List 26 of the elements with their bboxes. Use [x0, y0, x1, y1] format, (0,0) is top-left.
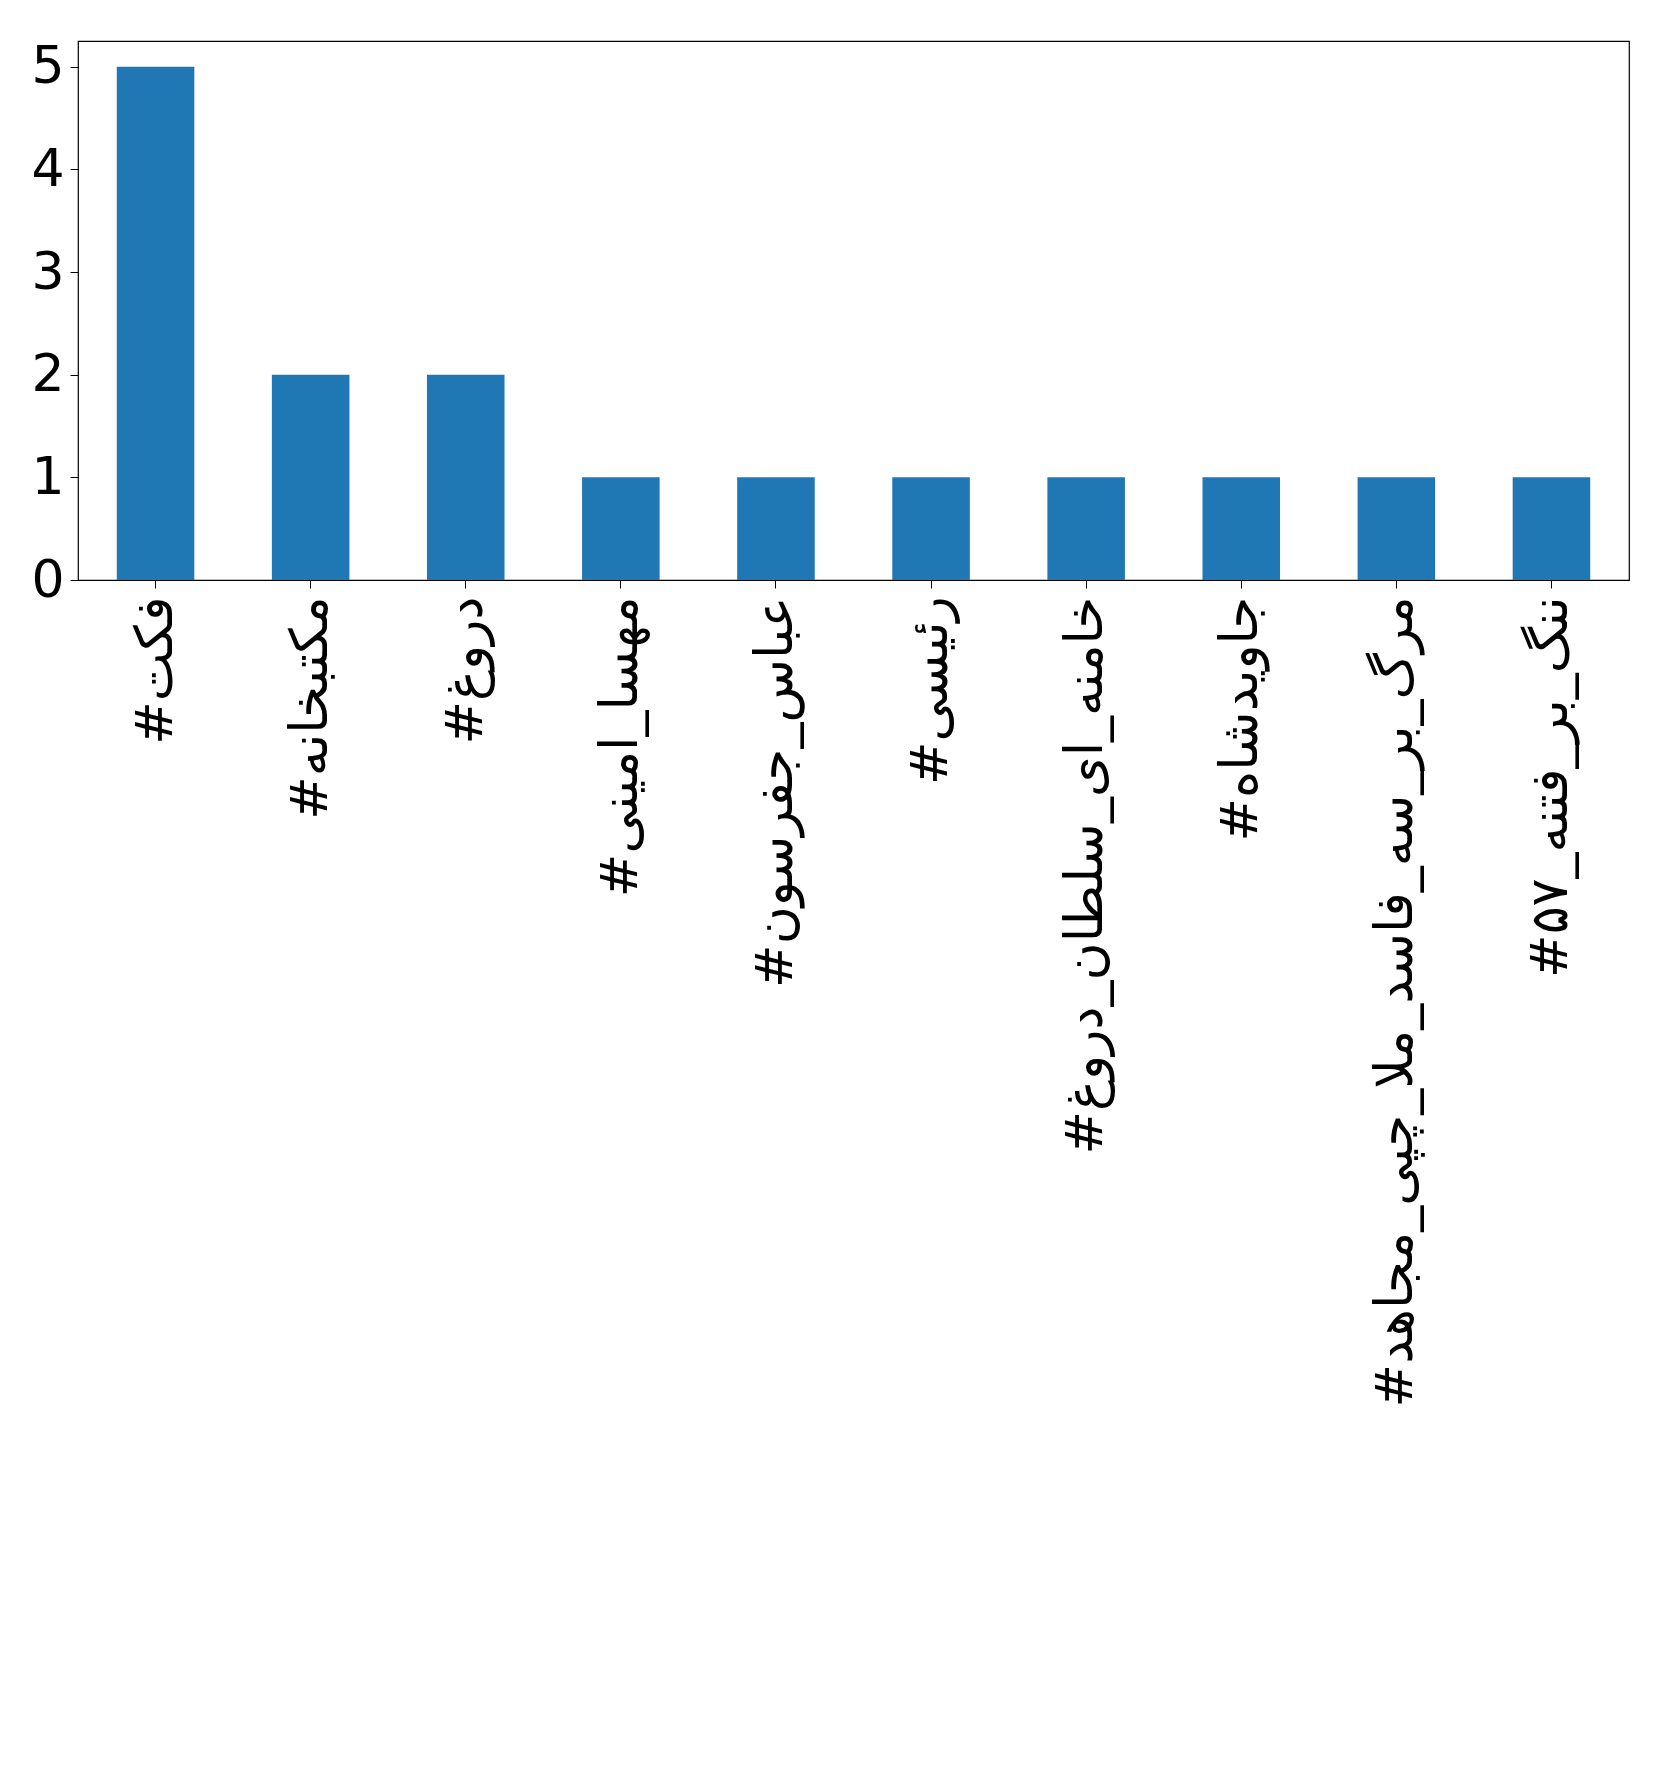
bar [1047, 477, 1125, 580]
x-tick-label: #ننگ_بر_فتنه_۵۷ [1519, 596, 1581, 978]
x-tick-label: #رئیسی [899, 596, 961, 786]
x-tick-label: #خامنه_ای_سلطان_دروغ [1054, 596, 1116, 1155]
x-tick-label: #مکتبخانه [278, 596, 339, 820]
bar [271, 374, 350, 580]
y-tick-label: 1 [31, 445, 65, 506]
y-tick-label: 3 [31, 240, 65, 301]
x-tick-label: #جاویدشاه [1209, 596, 1271, 842]
bar [1512, 477, 1591, 580]
bar [116, 66, 195, 580]
bar [426, 374, 505, 580]
y-tick-label: 2 [31, 343, 65, 404]
x-tick-label: #مهسا_امینی [588, 596, 650, 898]
y-tick-label: 5 [31, 35, 65, 96]
y-tick-label: 4 [31, 137, 65, 198]
x-tick-label: #عباس_جفرسون [743, 596, 805, 988]
x-tick-label: #فکت [123, 596, 184, 745]
y-tick-label: 0 [31, 548, 65, 609]
x-tick-label: #مرگ_بر_سه_فاسد_ملا_چپی_مجاهد [1364, 596, 1426, 1408]
bar [737, 477, 815, 580]
bar [892, 477, 970, 580]
x-tick-label: #دروغ [433, 596, 495, 745]
bar [582, 477, 660, 580]
bar [1202, 477, 1281, 580]
bar [1357, 477, 1436, 580]
